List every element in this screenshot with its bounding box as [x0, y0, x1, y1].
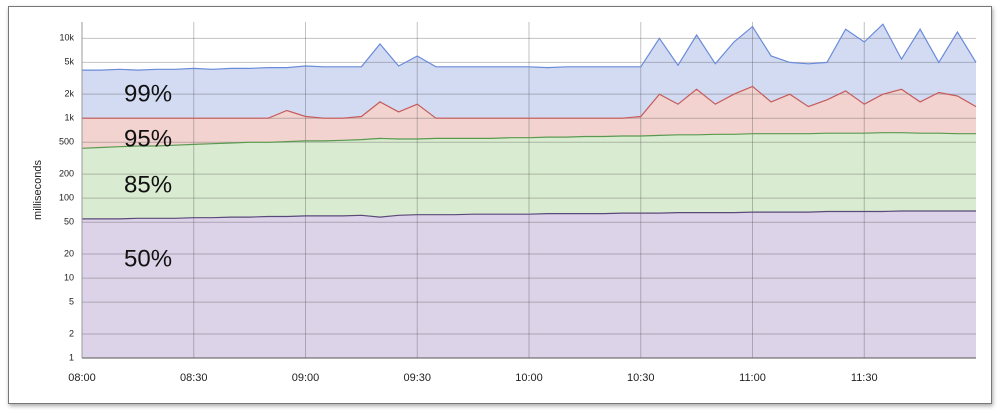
- y-tick-label: 5: [69, 297, 74, 307]
- areas: [82, 24, 976, 359]
- series-line: [81, 132, 976, 149]
- y-tick-label: 5k: [64, 57, 74, 67]
- y-tick-label: 10k: [59, 33, 74, 43]
- y-tick-label: 2: [69, 328, 74, 338]
- y-tick-label: 500: [59, 137, 74, 147]
- series-label: 99%: [124, 80, 172, 107]
- series-line: [82, 23, 977, 71]
- series-label: 50%: [124, 245, 172, 272]
- series-label: 95%: [124, 125, 172, 152]
- x-tick-label: 09:00: [292, 372, 320, 384]
- area-fill: [82, 211, 976, 358]
- lines: [81, 23, 977, 220]
- series-line: [82, 210, 976, 220]
- x-tick-label: 08:00: [68, 372, 96, 384]
- y-tick-label: 10: [64, 272, 74, 282]
- x-tick-label: 11:00: [739, 372, 766, 384]
- y-tick-label: 200: [59, 168, 74, 178]
- x-tick-label: 10:30: [627, 372, 655, 384]
- x-tick-label: 09:30: [403, 372, 431, 384]
- x-tick-label: 08:30: [180, 372, 208, 384]
- y-tick-label: 2k: [64, 89, 74, 99]
- y-tick-label: 50: [64, 217, 74, 227]
- y-tick-label: 100: [59, 193, 74, 203]
- y-axis-label: milliseconds: [32, 160, 44, 220]
- x-tick-label: 10:00: [515, 372, 543, 384]
- series-line: [82, 85, 977, 119]
- y-tick-label: 20: [64, 248, 74, 258]
- y-tick-label: 1: [69, 352, 74, 362]
- series-label: 85%: [124, 171, 172, 198]
- x-tick-label: 11:30: [851, 372, 878, 384]
- y-tick-label: 1k: [64, 113, 74, 123]
